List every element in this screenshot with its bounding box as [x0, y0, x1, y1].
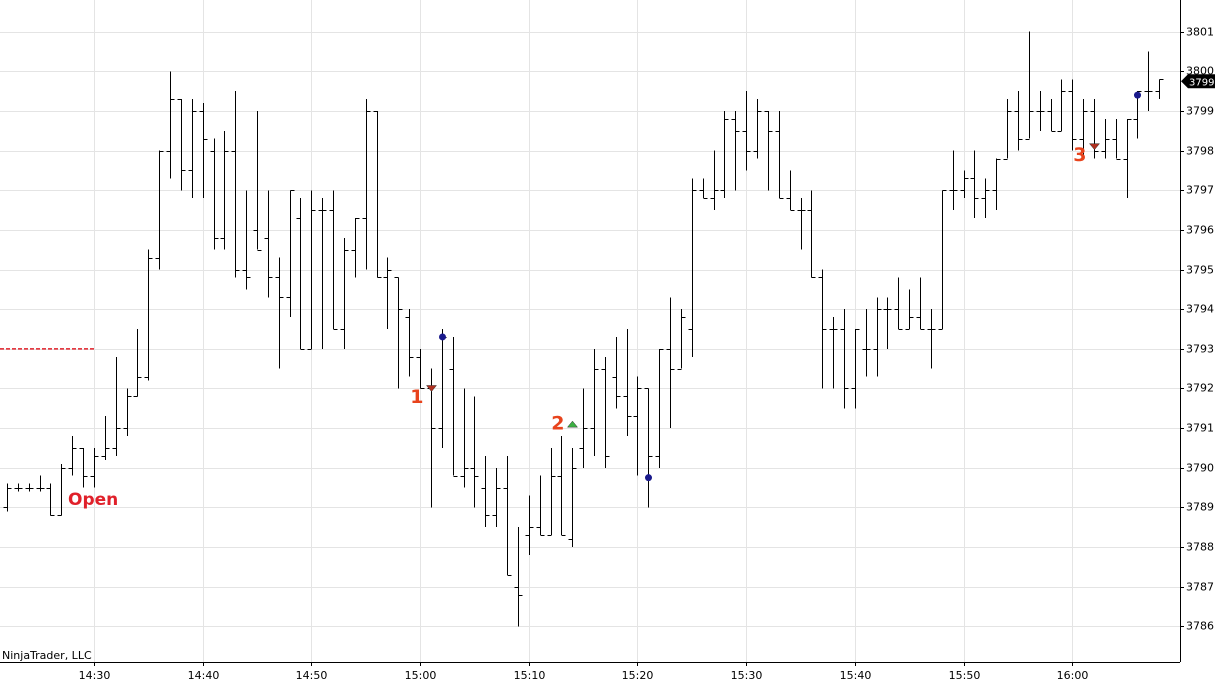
signal-marker [425, 385, 438, 392]
y-tick-label: 3791. [1186, 422, 1215, 435]
y-tick-label: 3799. [1186, 105, 1215, 118]
x-tick-label: 15:50 [949, 669, 981, 682]
y-tick-label: 3793. [1186, 343, 1215, 356]
x-tick-label: 14:30 [79, 669, 111, 682]
open-label: Open [68, 490, 118, 510]
y-tick-label: 3790. [1186, 462, 1215, 475]
y-tick-label: 3798. [1186, 145, 1215, 158]
dot-marker [1134, 91, 1141, 99]
y-tick-label: 3787. [1186, 581, 1215, 594]
signal-marker [566, 420, 579, 428]
y-tick-label: 3794. [1186, 303, 1215, 316]
y-tick-label: 3801. [1186, 26, 1215, 39]
x-tick-label: 14:40 [188, 669, 220, 682]
y-tick-label: 3786. [1186, 620, 1215, 633]
x-tick-label: 15:00 [405, 669, 437, 682]
x-tick-label: 14:50 [296, 669, 328, 682]
x-tick-label: 15:20 [622, 669, 654, 682]
dot-marker [439, 333, 446, 341]
signal-marker [1088, 143, 1101, 151]
signal-label: 3 [1073, 144, 1086, 166]
dot-marker [645, 474, 652, 482]
x-tick-label: 16:00 [1057, 669, 1089, 682]
y-tick-label: 3789. [1186, 501, 1215, 514]
y-tick-label: 3796. [1186, 224, 1215, 237]
last-price-tag [1181, 74, 1215, 89]
last-price-label: 3799 [1189, 77, 1214, 88]
signal-label: 2 [551, 413, 564, 435]
x-tick-label: 15:10 [514, 669, 546, 682]
y-tick-label: 3797. [1186, 184, 1215, 197]
watermark: NinjaTrader, LLC [2, 649, 92, 662]
y-tick-label: 3788. [1186, 541, 1215, 554]
y-tick-label: 3792. [1186, 382, 1215, 395]
signal-label: 1 [410, 386, 423, 408]
x-tick-label: 15:40 [840, 669, 872, 682]
y-tick-label: 3795. [1186, 264, 1215, 277]
y-tick-label: 3800. [1186, 65, 1215, 78]
x-tick-label: 15:30 [731, 669, 763, 682]
